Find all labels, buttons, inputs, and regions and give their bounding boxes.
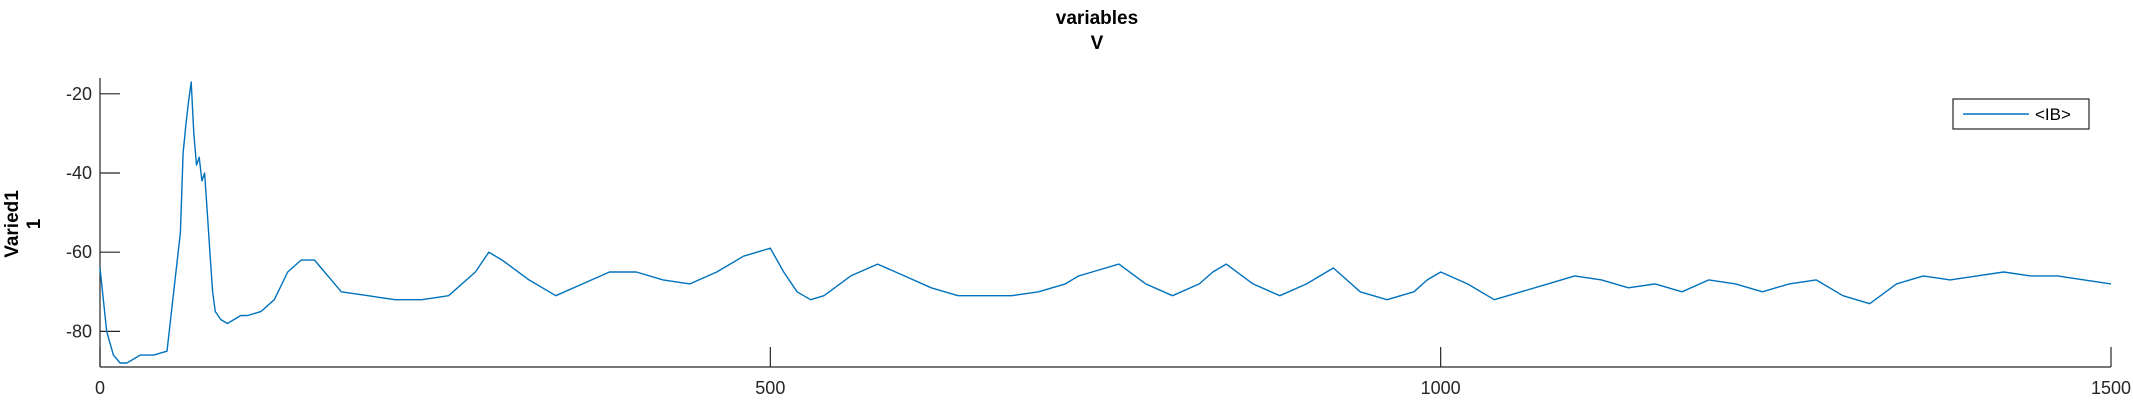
chart-title-line-2: V: [1091, 33, 1104, 54]
axes: 0 500 1000 1500 -80 -60 -40 -20: [66, 78, 2131, 398]
chart-title-line-1: variables: [1056, 8, 1138, 29]
x-tick-label: 500: [755, 378, 785, 398]
y-tick-label: -80: [66, 321, 92, 341]
legend: <IB>: [1952, 98, 2090, 130]
legend-label: <IB>: [2035, 105, 2071, 124]
y-axis-label: Varied1 1: [2, 190, 45, 258]
x-tick-label: 0: [95, 378, 105, 398]
y-tick-label: -60: [66, 242, 92, 262]
y-tick-label: -20: [66, 84, 92, 104]
x-tick-label: 1000: [1421, 378, 1461, 398]
y-axis-label-line-2: 1: [24, 218, 45, 229]
chart-title: variables V: [1056, 8, 1138, 54]
series-line: [99, 81, 2112, 364]
y-axis-label-line-1: Varied1: [2, 190, 23, 258]
x-tick-label: 1500: [2091, 378, 2131, 398]
y-tick-label: -40: [66, 163, 92, 183]
plot-area: [99, 81, 2112, 364]
